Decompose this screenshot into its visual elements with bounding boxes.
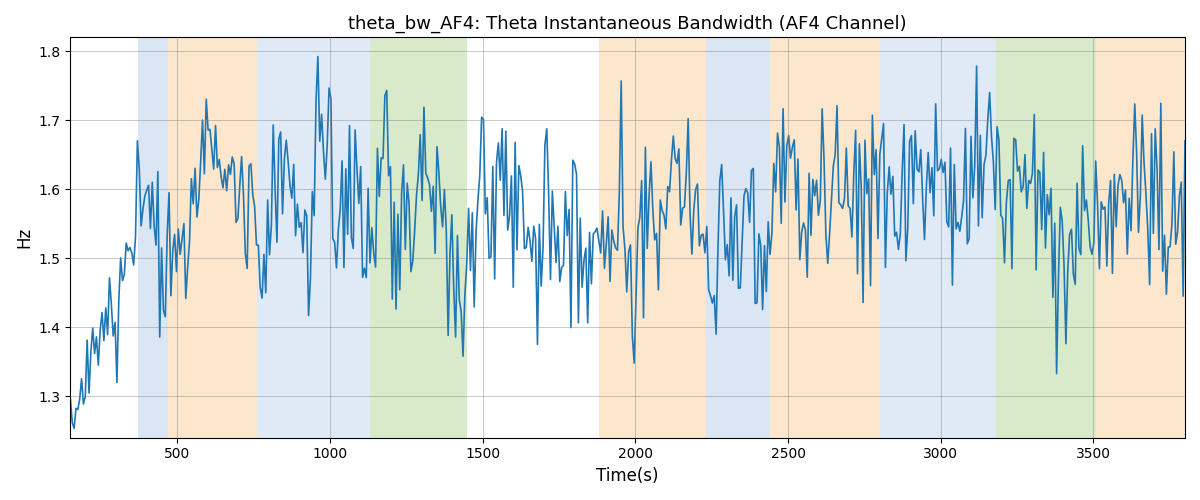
Bar	[706, 38, 769, 438]
Bar	[1097, 38, 1186, 438]
Bar	[880, 38, 996, 438]
X-axis label: Time(s): Time(s)	[596, 467, 659, 485]
Title: theta_bw_AF4: Theta Instantaneous Bandwidth (AF4 Channel): theta_bw_AF4: Theta Instantaneous Bandwi…	[348, 15, 907, 34]
Bar	[769, 38, 880, 438]
Bar	[168, 38, 257, 438]
Bar	[138, 38, 168, 438]
Bar	[996, 38, 1097, 438]
Bar	[370, 38, 467, 438]
Y-axis label: Hz: Hz	[14, 227, 32, 248]
Bar	[257, 38, 370, 438]
Bar	[599, 38, 706, 438]
